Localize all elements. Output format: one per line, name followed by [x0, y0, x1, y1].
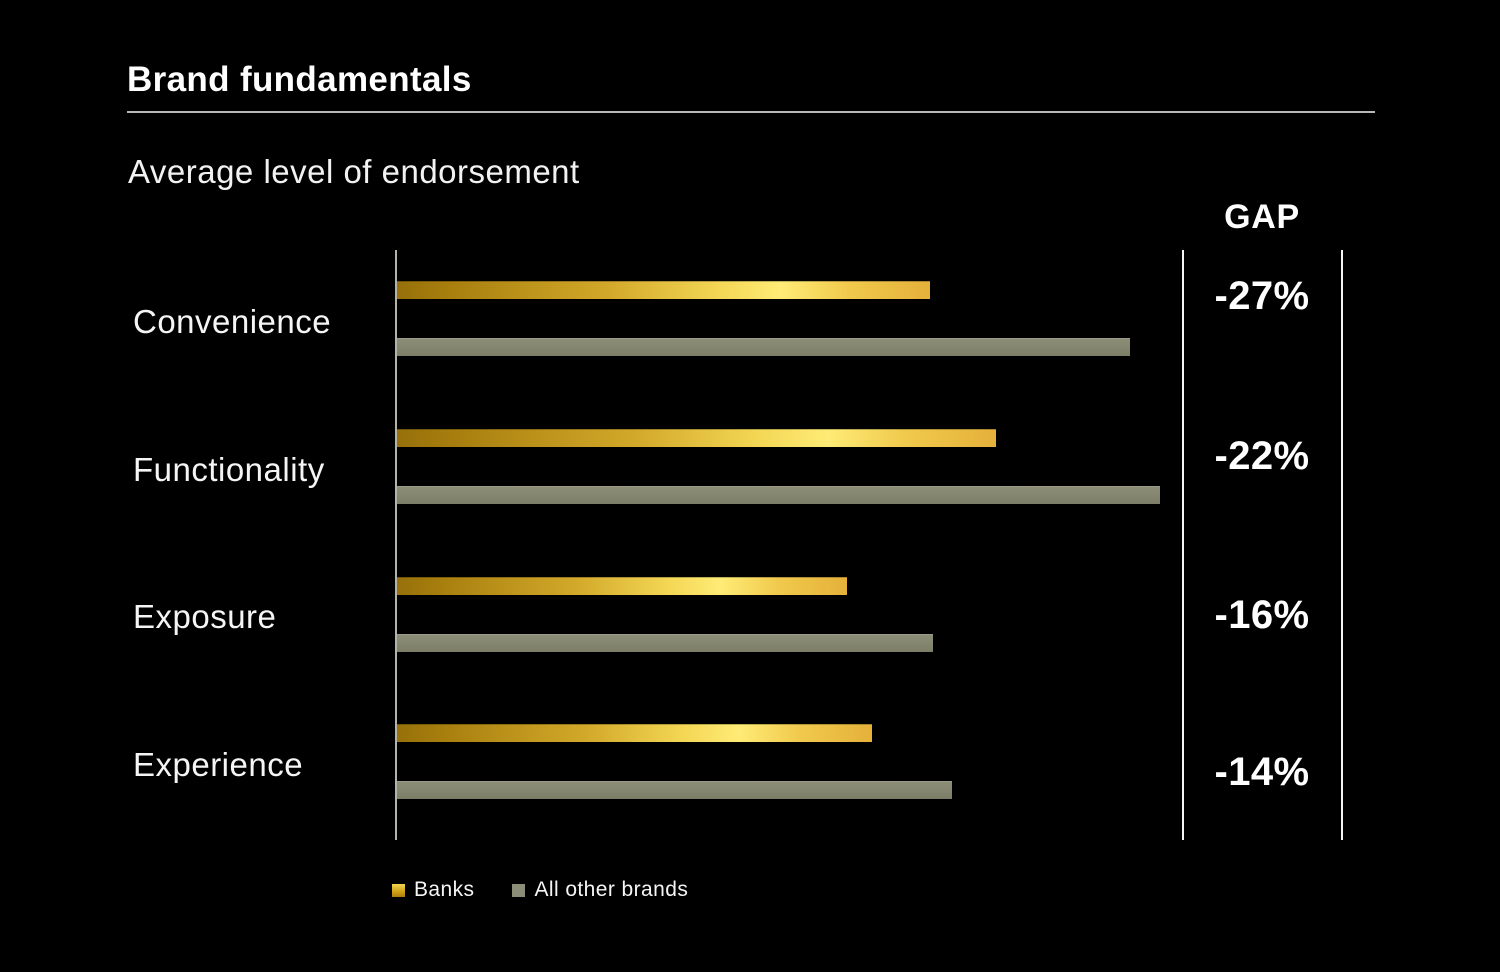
other-brands-bar	[397, 781, 952, 799]
y-axis-line	[395, 250, 397, 840]
page-title: Brand fundamentals	[127, 60, 472, 99]
gap-value: -16%	[1214, 593, 1310, 637]
category-label: Convenience	[133, 303, 332, 340]
other-brands-bar	[397, 634, 933, 652]
banks-bar	[397, 429, 996, 447]
other-brands-swatch-icon	[512, 883, 526, 897]
banks-bar	[397, 281, 930, 299]
gap-column-left-line	[1182, 250, 1184, 840]
category-label: Functionality	[133, 451, 325, 488]
legend-label: Banks	[414, 878, 475, 901]
legend-item-banks: Banks	[392, 878, 474, 902]
gap-value: -27%	[1214, 274, 1310, 318]
gap-column-header: GAP	[1224, 198, 1300, 236]
other-brands-bar	[397, 338, 1130, 356]
banks-bar	[397, 724, 872, 742]
gap-value: -22%	[1214, 434, 1310, 478]
title-divider	[127, 111, 1375, 113]
legend-item-all-other-brands: All other brands	[512, 878, 688, 902]
legend-label: All other brands	[534, 878, 689, 901]
category-label: Exposure	[133, 598, 277, 635]
banks-bar	[397, 577, 847, 595]
gap-column-right-line	[1341, 250, 1343, 840]
chart-subtitle: Average level of endorsement	[128, 153, 580, 190]
gap-value: -14%	[1214, 750, 1310, 794]
other-brands-bar	[397, 486, 1160, 504]
chart-legend: Banks All other brands	[392, 876, 688, 904]
category-label: Experience	[133, 746, 304, 783]
banks-swatch-icon	[392, 883, 405, 897]
